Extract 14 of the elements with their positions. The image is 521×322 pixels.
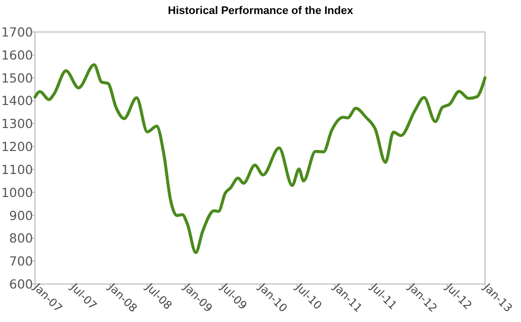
y-tick-label: 1600: [1, 47, 34, 62]
y-tick-label: 1500: [1, 70, 34, 86]
y-tick-label: 1300: [1, 116, 34, 132]
y-tick-label: 900: [9, 208, 34, 223]
y-tick-label: 600: [9, 276, 34, 292]
chart-title: Historical Performance of the Index: [168, 5, 354, 17]
y-tick-label: 800: [9, 230, 34, 246]
y-tick-label: 1200: [1, 139, 34, 154]
y-tick-label: 1700: [1, 24, 34, 40]
y-tick-label: 1000: [1, 184, 34, 200]
y-tick-label: 1400: [1, 93, 34, 108]
line-series: [34, 63, 486, 254]
y-tick-label: 1100: [1, 162, 34, 177]
y-tick-label: 700: [9, 254, 34, 269]
